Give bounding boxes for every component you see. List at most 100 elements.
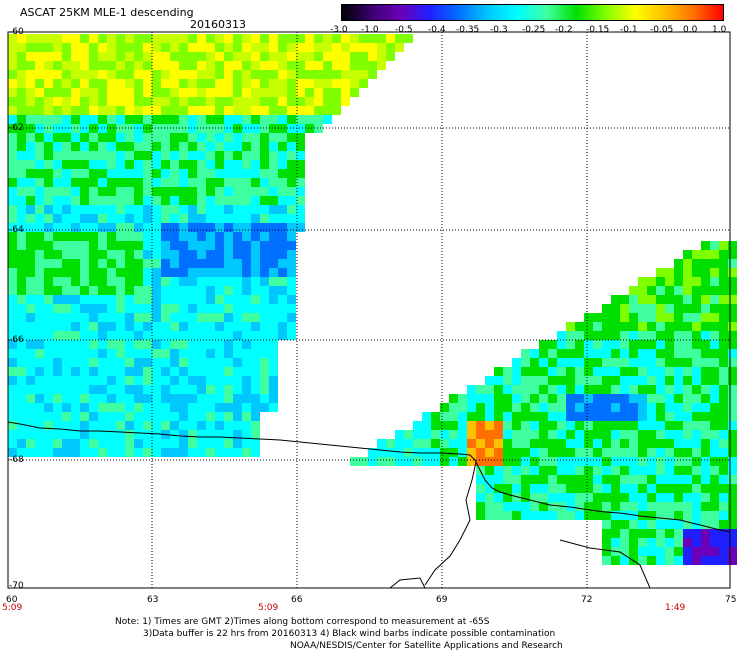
wind-cell [170, 385, 179, 394]
wind-cell [692, 448, 701, 457]
wind-cell [197, 205, 206, 214]
wind-cell [26, 178, 35, 187]
wind-cell [278, 52, 287, 61]
wind-cell [53, 178, 62, 187]
wind-cell [242, 313, 251, 322]
wind-cell [242, 169, 251, 178]
wind-cell [215, 34, 224, 43]
wind-cell [719, 385, 728, 394]
wind-cell [224, 133, 233, 142]
wind-cell [143, 331, 152, 340]
wind-cell [53, 133, 62, 142]
wind-cell [53, 205, 62, 214]
wind-cell [359, 43, 368, 52]
wind-cell [296, 97, 305, 106]
wind-cell [17, 106, 26, 115]
wind-cell [602, 511, 611, 520]
wind-cell [188, 358, 197, 367]
wind-cell [134, 430, 143, 439]
wind-cell [269, 349, 278, 358]
wind-cell [197, 412, 206, 421]
wind-cell [440, 421, 449, 430]
wind-cell [188, 430, 197, 439]
wind-cell [8, 70, 17, 79]
wind-cell [53, 268, 62, 277]
wind-cell [602, 304, 611, 313]
wind-cell [674, 538, 683, 547]
wind-cell [161, 187, 170, 196]
wind-cell [26, 43, 35, 52]
wind-cell [125, 304, 134, 313]
wind-cell [215, 151, 224, 160]
wind-cell [251, 79, 260, 88]
wind-cell [71, 178, 80, 187]
wind-cell [728, 493, 737, 502]
wind-cell [17, 385, 26, 394]
wind-cell [710, 304, 719, 313]
wind-cell [656, 421, 665, 430]
wind-cell [611, 457, 620, 466]
wind-cell [53, 259, 62, 268]
wind-cell [143, 403, 152, 412]
wind-cell [107, 277, 116, 286]
wind-cell [593, 403, 602, 412]
wind-cell [62, 403, 71, 412]
wind-cell [80, 277, 89, 286]
wind-cell [503, 475, 512, 484]
wind-cell [89, 160, 98, 169]
wind-cell [674, 511, 683, 520]
wind-cell [665, 331, 674, 340]
wind-cell [629, 502, 638, 511]
wind-cell [485, 394, 494, 403]
wind-cell [251, 268, 260, 277]
wind-cell [719, 475, 728, 484]
wind-cell [152, 52, 161, 61]
wind-cell [206, 43, 215, 52]
wind-cell [206, 277, 215, 286]
wind-cell [215, 232, 224, 241]
wind-cell [647, 295, 656, 304]
wind-cell [269, 61, 278, 70]
wind-cell [278, 205, 287, 214]
wind-cell [530, 484, 539, 493]
wind-cell [503, 448, 512, 457]
wind-cell [620, 313, 629, 322]
wind-cell [719, 556, 728, 565]
wind-cell [116, 340, 125, 349]
wind-cell [161, 124, 170, 133]
wind-cell [26, 250, 35, 259]
wind-cell [377, 52, 386, 61]
wind-cell [638, 430, 647, 439]
wind-cell [188, 223, 197, 232]
wind-cell [143, 322, 152, 331]
wind-cell [530, 385, 539, 394]
wind-cell [701, 349, 710, 358]
wind-cell [242, 34, 251, 43]
wind-cell [674, 277, 683, 286]
wind-cell [17, 340, 26, 349]
wind-cell [215, 160, 224, 169]
wind-cell [125, 403, 134, 412]
wind-cell [62, 376, 71, 385]
wind-cell [206, 169, 215, 178]
wind-cell [278, 88, 287, 97]
wind-cell [89, 205, 98, 214]
wind-cell [647, 511, 656, 520]
wind-cell [71, 268, 80, 277]
wind-cell [440, 403, 449, 412]
wind-cell [251, 430, 260, 439]
wind-cell [143, 178, 152, 187]
wind-cell [638, 520, 647, 529]
wind-cell [215, 340, 224, 349]
wind-cell [71, 439, 80, 448]
wind-cell [71, 97, 80, 106]
wind-cell [44, 241, 53, 250]
wind-cell [89, 61, 98, 70]
wind-cell [89, 151, 98, 160]
wind-cell [728, 322, 737, 331]
wind-cell [35, 340, 44, 349]
wind-cell [620, 367, 629, 376]
wind-cell [89, 70, 98, 79]
wind-cell [224, 259, 233, 268]
wind-cell [269, 160, 278, 169]
